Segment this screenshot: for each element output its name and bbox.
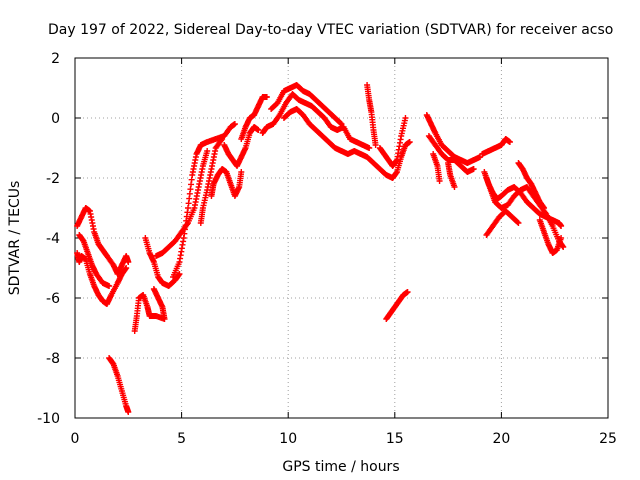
data-point (338, 121, 345, 127)
series-m (259, 91, 373, 151)
series-aa (515, 160, 548, 211)
data-point (238, 169, 245, 175)
series-a (74, 205, 132, 277)
series-o (280, 106, 413, 181)
series-u (430, 151, 443, 184)
series-g (153, 148, 211, 259)
data-point (125, 409, 132, 415)
x-tick-label: 10 (279, 431, 297, 447)
data-point (558, 235, 565, 241)
data-point (106, 283, 113, 289)
y-axis-label: SDTVAR / TECUs (7, 181, 23, 296)
y-tick-label: -10 (37, 411, 60, 427)
data-point (372, 142, 379, 148)
series-z (483, 208, 522, 238)
data-point (204, 148, 211, 154)
data-point (541, 205, 548, 211)
x-tick-label: 25 (599, 431, 617, 447)
series-s (423, 112, 484, 166)
data-point (506, 139, 513, 145)
data-point (404, 289, 411, 295)
data-point (275, 113, 282, 120)
data-point (125, 259, 132, 265)
series-k (221, 124, 262, 169)
data-point (337, 120, 344, 127)
data-point (470, 166, 477, 172)
series-j (208, 166, 245, 199)
axis-ticks (74, 57, 609, 419)
data-point (176, 271, 183, 277)
y-tick-label: -2 (46, 171, 60, 187)
y-tick-label: -8 (46, 351, 60, 367)
data-point (406, 139, 413, 145)
series-v (445, 160, 458, 190)
series-p (364, 82, 379, 148)
x-tick-label: 15 (386, 431, 404, 447)
x-tick-label: 0 (71, 431, 80, 447)
data-point (542, 209, 549, 216)
y-tick-label: -6 (46, 291, 60, 307)
data-point (219, 136, 226, 142)
data-point (436, 178, 443, 184)
data-point (515, 220, 522, 226)
y-tick-label: 2 (51, 51, 60, 67)
data-point (366, 145, 373, 151)
data-marks (74, 82, 567, 415)
x-axis-label: GPS time / hours (282, 459, 399, 475)
x-tick-labels: 0 5 10 15 20 25 (71, 431, 617, 447)
series-n (268, 82, 345, 127)
series-d (106, 355, 132, 415)
series-r (383, 289, 411, 322)
grid-lines (75, 58, 608, 418)
y-tick-label: 0 (51, 111, 60, 127)
series-b (74, 250, 130, 307)
series-i (197, 136, 226, 226)
series-q (376, 115, 409, 169)
chart-title: Day 197 of 2022, Sidereal Day-to-day VTE… (48, 22, 613, 38)
data-point (514, 219, 521, 226)
series-t (425, 133, 477, 175)
series-f (142, 235, 183, 289)
series-w (479, 136, 513, 157)
series-e (131, 286, 168, 334)
data-point (560, 244, 567, 250)
data-point (263, 94, 270, 100)
series-ab (536, 217, 565, 256)
series-l (238, 94, 270, 142)
data-point (451, 184, 458, 190)
y-tick-label: -4 (46, 231, 60, 247)
data-point (255, 127, 262, 133)
data-point (218, 137, 225, 144)
y-tick-labels: -10 -8 -6 -4 -2 0 2 (37, 51, 60, 427)
data-point (231, 121, 238, 127)
series-c (76, 232, 113, 289)
series-y (483, 175, 567, 250)
data-point (150, 286, 157, 292)
x-tick-label: 20 (492, 431, 510, 447)
x-tick-label: 5 (177, 431, 186, 447)
plot-frame (74, 57, 609, 419)
data-point (402, 115, 409, 121)
data-point (123, 265, 130, 271)
data-point (558, 223, 565, 229)
series-h (170, 121, 238, 280)
